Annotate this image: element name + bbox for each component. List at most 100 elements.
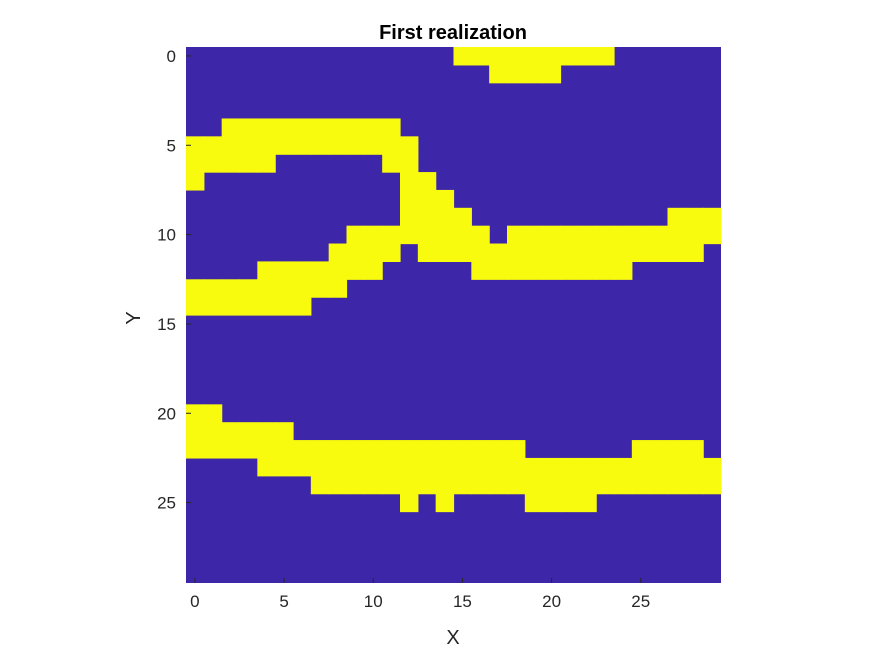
- heatmap-cell: [489, 457, 508, 477]
- heatmap-cell: [614, 225, 633, 245]
- heatmap-cell: [417, 440, 437, 459]
- heatmap-cell: [471, 243, 490, 262]
- x-tick-label: 20: [542, 592, 561, 611]
- x-axis-ticks: 0 5 10 15 20 25: [190, 578, 650, 611]
- heatmap-cell: [631, 225, 651, 245]
- heatmap-cell: [328, 243, 348, 262]
- heatmap-cell: [524, 457, 544, 477]
- heatmap-cell: [257, 422, 276, 441]
- heatmap-cell: [400, 207, 419, 227]
- heatmap-cell: [703, 457, 722, 477]
- y-tick-label: 10: [157, 226, 176, 245]
- heatmap-cell: [186, 422, 205, 441]
- heatmap-cell: [382, 118, 401, 137]
- heatmap-cell: [667, 475, 686, 495]
- heatmap-cell: [257, 261, 276, 280]
- heatmap-cell: [542, 243, 562, 262]
- heatmap-cell: [435, 225, 455, 245]
- heatmap-cell: [631, 475, 651, 495]
- heatmap-cell: [507, 243, 526, 262]
- heatmap-cell: [435, 493, 455, 513]
- heatmap-cell: [382, 243, 401, 262]
- heatmap-cell: [275, 422, 294, 441]
- heatmap-cell: [346, 457, 365, 477]
- heatmap-cell: [239, 279, 258, 298]
- heatmap-cell: [542, 225, 562, 245]
- heatmap-cell: [275, 279, 294, 298]
- heatmap-cell: [275, 118, 294, 137]
- heatmap-cell: [364, 225, 383, 245]
- heatmap-cell: [560, 261, 579, 280]
- heatmap-cell: [257, 154, 276, 173]
- heatmap-cell: [596, 225, 615, 245]
- heatmap-cell: [293, 279, 312, 298]
- heatmap-cell: [685, 440, 704, 459]
- heatmap-cell: [649, 475, 669, 495]
- heatmap-cell: [257, 457, 276, 477]
- heatmap-cell: [649, 457, 669, 477]
- heatmap-cell: [560, 225, 579, 245]
- heatmap-cell: [257, 297, 276, 316]
- heatmap-cell: [203, 136, 223, 155]
- y-tick-label: 25: [157, 494, 176, 513]
- heatmap-cell: [275, 457, 294, 477]
- heatmap-cell: [596, 457, 615, 477]
- heatmap-cell: [453, 440, 472, 459]
- heatmap-cell: [685, 457, 704, 477]
- heatmap-cell: [400, 440, 419, 459]
- y-axis-label: Y: [123, 311, 145, 324]
- heatmap-cell: [453, 47, 472, 66]
- heatmap-cell: [667, 243, 686, 262]
- heatmap-cell: [221, 440, 241, 459]
- heatmap-cell: [221, 136, 241, 155]
- heatmap-cell: [275, 136, 294, 155]
- heatmap-cell: [400, 493, 419, 513]
- heatmap-cell: [578, 457, 597, 477]
- heatmap-cell: [507, 64, 526, 84]
- heatmap-cell: [471, 475, 490, 495]
- heatmap-cell: [524, 243, 544, 262]
- heatmap-cell: [417, 172, 437, 191]
- heatmap-cell: [578, 475, 597, 495]
- heatmap-cell: [275, 261, 294, 280]
- heatmap-cell: [685, 207, 704, 227]
- heatmap-cell: [186, 154, 205, 173]
- heatmap-cell: [453, 457, 472, 477]
- heatmap-cell: [346, 475, 365, 495]
- heatmap-cell: [685, 475, 704, 495]
- heatmap-cell: [328, 136, 348, 155]
- heatmap-cell: [417, 189, 437, 209]
- heatmap-cell: [631, 440, 651, 459]
- heatmap-cell: [435, 475, 455, 495]
- heatmap-cell: [685, 225, 704, 245]
- heatmap-cell: [560, 493, 579, 513]
- heatmap-cell: [364, 136, 383, 155]
- heatmap-cell: [596, 243, 615, 262]
- heatmap-cell: [186, 172, 205, 191]
- heatmap-cell: [578, 47, 597, 66]
- heatmap-cell: [453, 207, 472, 227]
- heatmap-cell: [382, 457, 401, 477]
- heatmap-cell: [310, 279, 330, 298]
- heatmap-cell: [293, 261, 312, 280]
- heatmap-cell: [382, 440, 401, 459]
- heatmap-cell: [203, 404, 223, 423]
- y-tick-label: 15: [157, 315, 176, 334]
- heatmap-cell: [275, 440, 294, 459]
- heatmap-cell: [400, 189, 419, 209]
- heatmap-cell: [203, 297, 223, 316]
- heatmap-cell: [203, 154, 223, 173]
- heatmap-cell: [667, 440, 686, 459]
- heatmap-cell: [221, 118, 241, 137]
- heatmap-cell: [382, 225, 401, 245]
- heatmap-cell: [328, 475, 348, 495]
- heatmap-cell: [631, 243, 651, 262]
- y-tick-label: 0: [167, 47, 176, 66]
- heatmap-cell: [417, 457, 437, 477]
- heatmap-cell: [364, 457, 383, 477]
- heatmap-cell: [346, 243, 365, 262]
- heatmap-cell: [507, 475, 526, 495]
- heatmap-cell: [400, 154, 419, 173]
- heatmap-cell: [489, 261, 508, 280]
- heatmap-cell: [435, 189, 455, 209]
